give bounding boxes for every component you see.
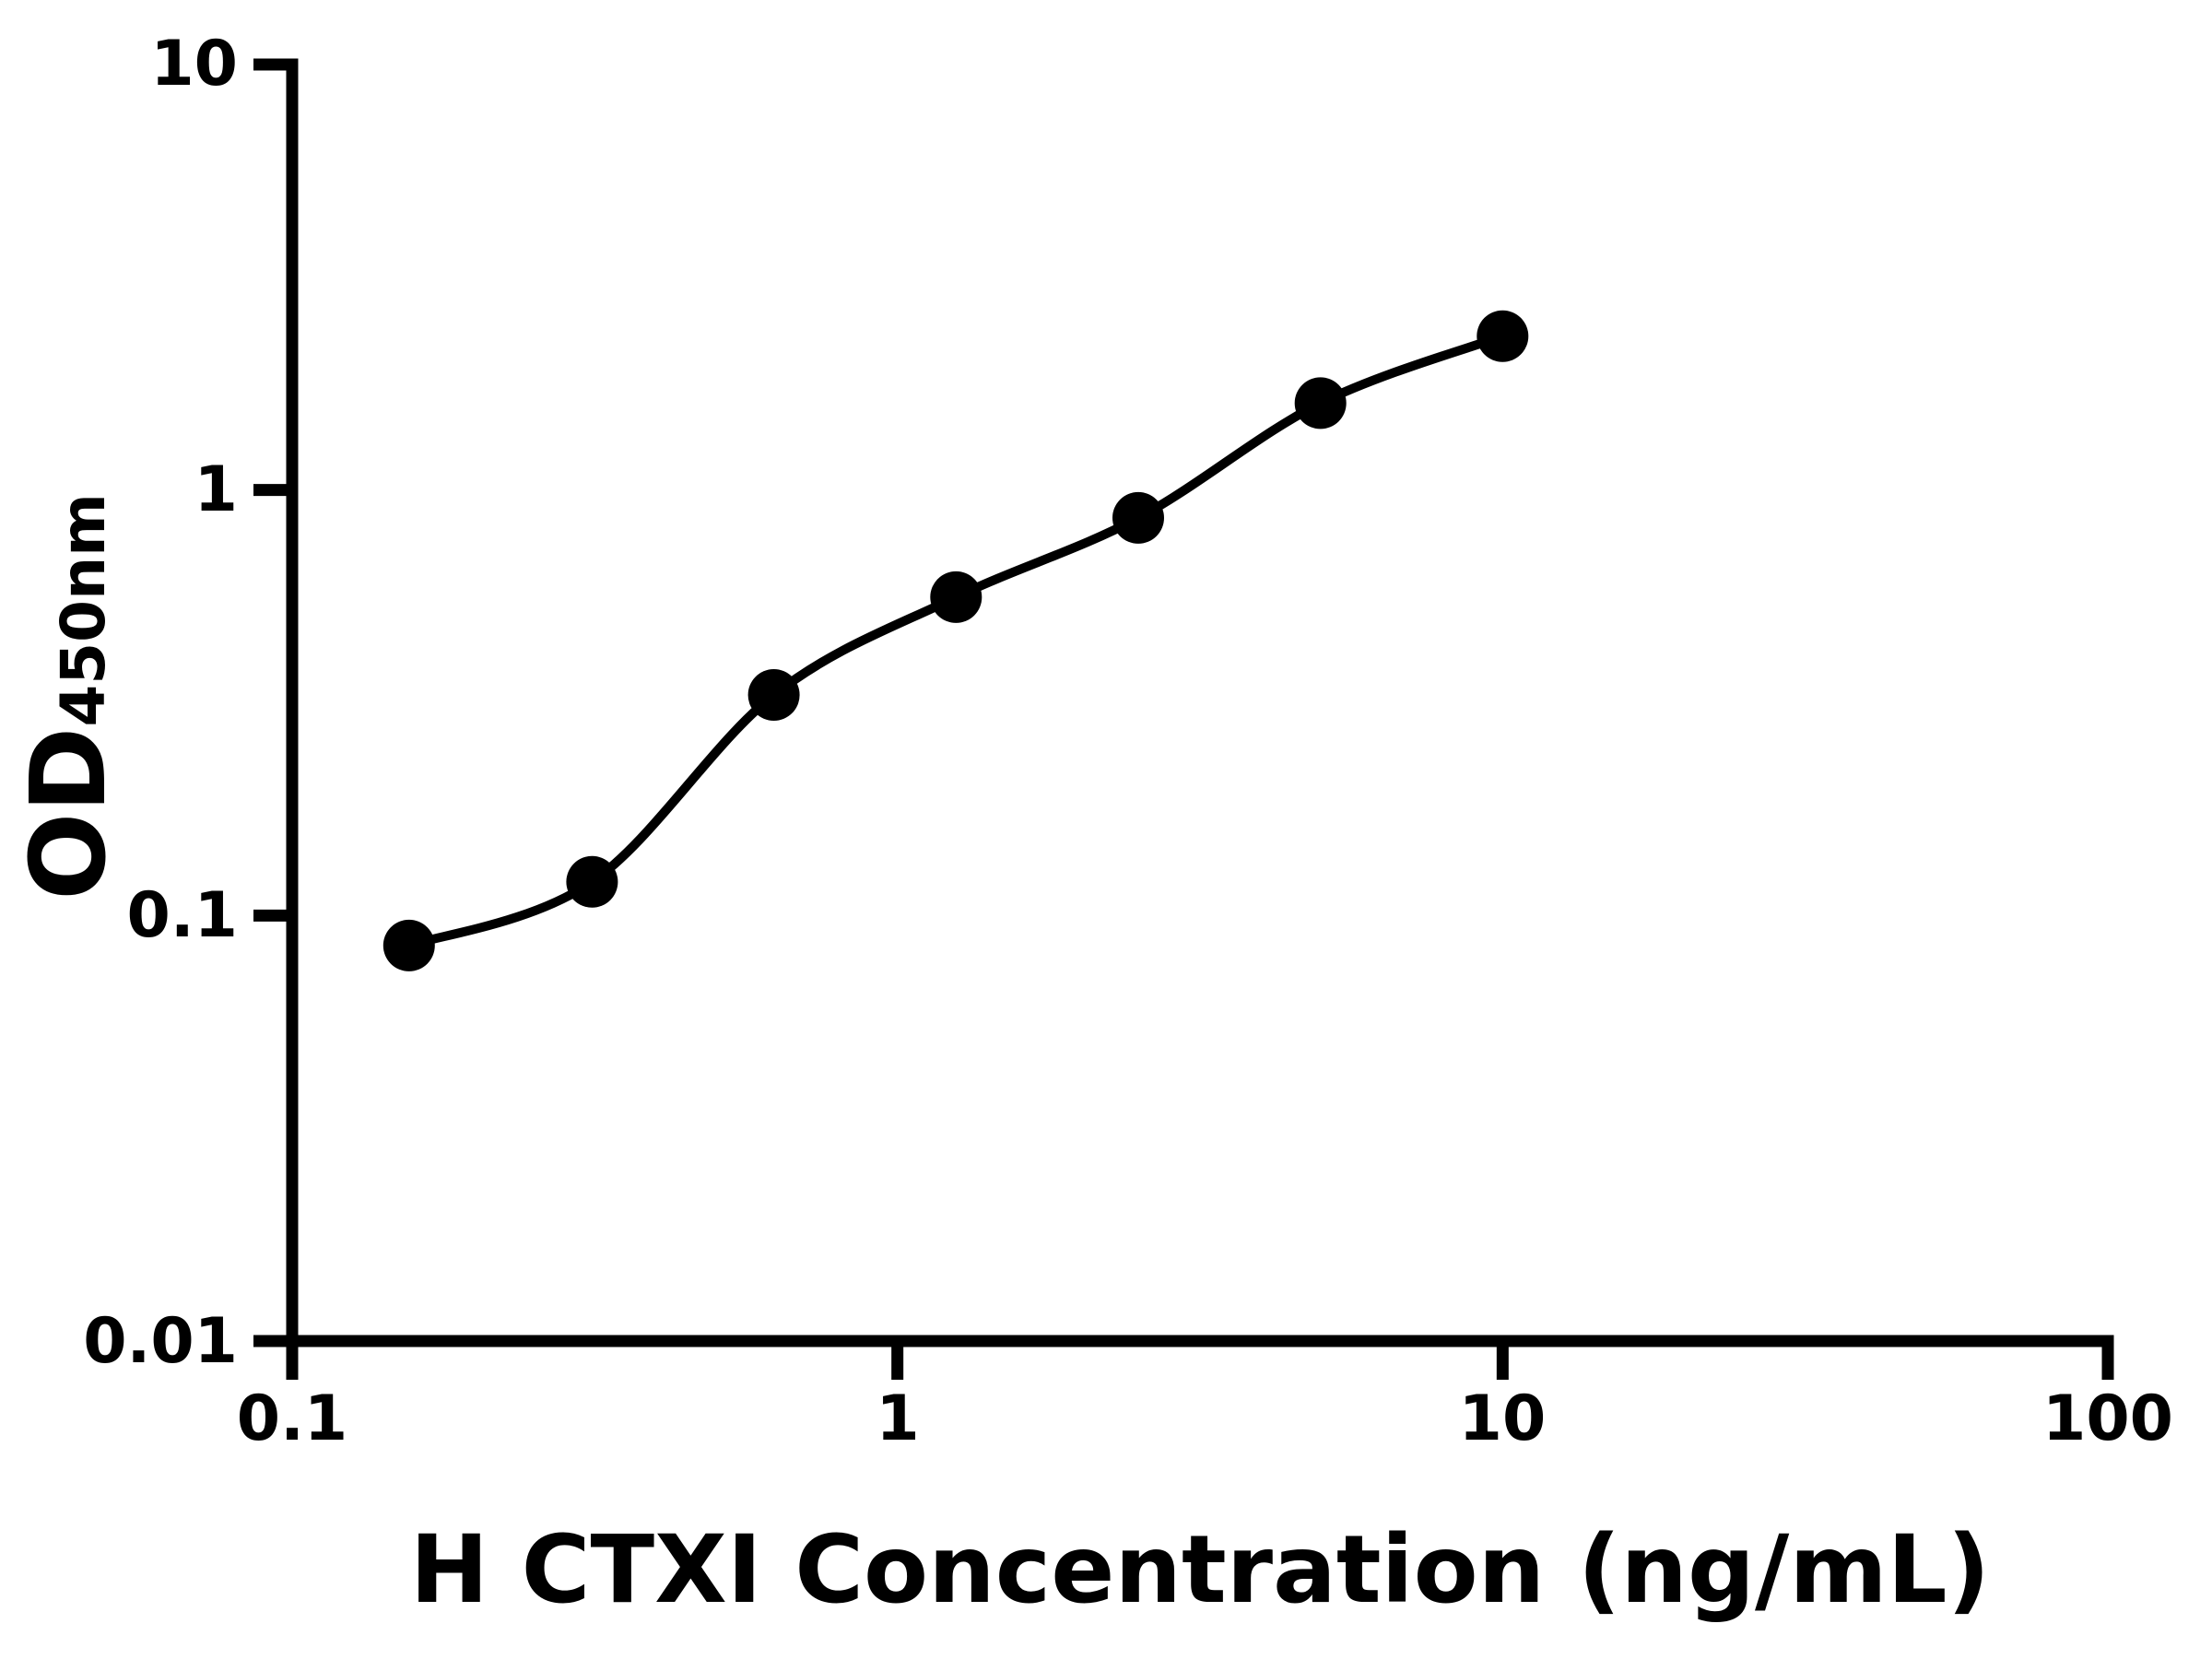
data-point-0: [382, 919, 435, 971]
data-point-4: [1112, 491, 1164, 544]
y-axis-title-subscript: 450nm: [48, 493, 119, 727]
y-tick-label-10: 10: [150, 28, 238, 100]
data-point-6: [1477, 310, 1529, 362]
x-tick-label-10: 10: [1458, 1382, 1547, 1455]
x-tick-label-100: 100: [2042, 1382, 2173, 1455]
x-tick-label-0p1: 0.1: [236, 1382, 348, 1455]
axis-frame-and-ticks: [253, 58, 2114, 1380]
fit-curve: [407, 332, 1505, 950]
data-point-2: [747, 669, 800, 721]
y-axis-title-main: OD: [9, 726, 129, 900]
data-point-5: [1294, 377, 1347, 429]
y-tick-label-1: 1: [194, 453, 238, 526]
x-tick-label-1: 1: [876, 1382, 920, 1455]
data-point-1: [566, 855, 618, 908]
x-axis-title: H CTXI Concentration (ng/mL): [409, 1515, 1991, 1625]
y-axis-title: OD 450nm: [9, 493, 129, 900]
data-point-3: [930, 571, 982, 623]
y-tick-label-0p1: 0.1: [126, 879, 238, 952]
y-tick-label-0p01: 0.01: [83, 1305, 238, 1378]
